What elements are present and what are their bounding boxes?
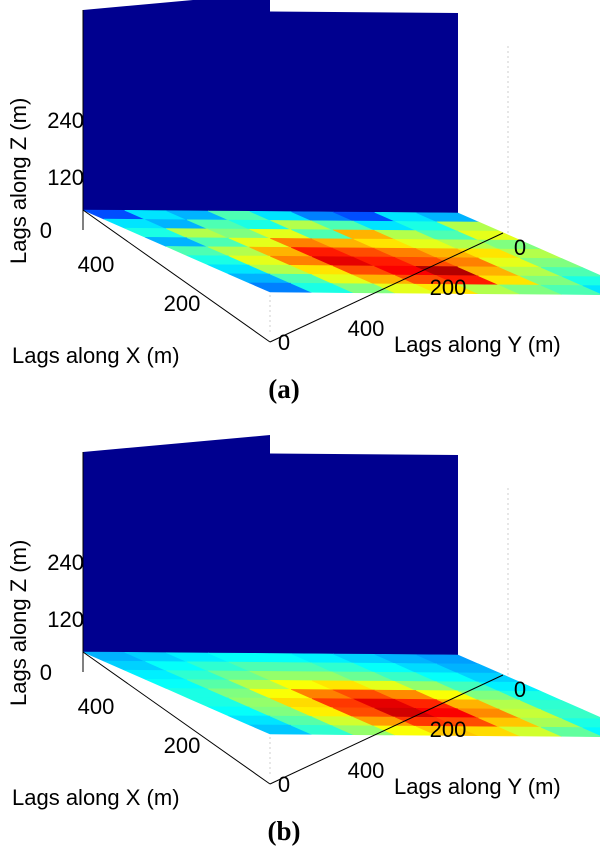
panel-a-y-tick-0: 0 [514, 235, 526, 260]
panel-b-x-axis-label: Lags along X (m) [12, 785, 180, 810]
back-wall [83, 435, 270, 655]
panel-b-floor-heatmap [82, 651, 600, 737]
panel-b: 0 120 240 0 200 400 0 200 400 Lags along… [6, 435, 600, 846]
panel-a-x-tick-1: 200 [164, 291, 201, 316]
y-axis-line [269, 232, 504, 343]
heatmap-cell [540, 267, 600, 278]
panel-a-x-tick-2: 400 [78, 252, 115, 277]
back-wall [83, 0, 270, 213]
panel-a-label: (a) [268, 374, 299, 404]
x-axis-line [82, 209, 271, 343]
heatmap-cell [582, 285, 600, 294]
panel-a-walls [83, 0, 458, 213]
panel-b-y-tick-1: 200 [430, 717, 467, 742]
panel-b-z-tick-0: 0 [40, 660, 52, 685]
panel-a-z-tick-0: 0 [40, 218, 52, 243]
panel-b-x-tick-1: 200 [164, 733, 201, 758]
y-axis-line [269, 674, 504, 785]
panel-b-y-tick-2: 400 [348, 758, 385, 783]
panel-a-x-axis-label: Lags along X (m) [12, 343, 180, 368]
panel-a: 0 120 240 0 200 400 0 200 400 Lags along… [6, 0, 600, 404]
panel-a-axes [82, 10, 504, 343]
panel-b-x-tick-2: 400 [78, 694, 115, 719]
panel-b-label: (b) [268, 816, 301, 846]
panel-b-z-tick-2: 240 [47, 550, 84, 575]
panel-a-floor-heatmap [82, 209, 600, 295]
panel-b-axes [82, 452, 504, 785]
panel-a-z-tick-2: 240 [47, 108, 84, 133]
panel-b-x-tick-0: 0 [278, 772, 290, 797]
panel-a-y-axis-label: Lags along Y (m) [394, 332, 561, 357]
panel-b-z-tick-1: 120 [47, 607, 84, 632]
panel-a-z-axis-label: Lags along Z (m) [6, 98, 31, 264]
panel-b-y-tick-0: 0 [514, 677, 526, 702]
heatmap-cell [540, 726, 600, 737]
x-axis-line [82, 651, 271, 785]
heatmap-cell [540, 709, 600, 720]
heatmap-cell [561, 276, 600, 287]
heatmap-cell [561, 718, 600, 729]
heatmap-cell [540, 284, 600, 295]
panel-b-y-axis-label: Lags along Y (m) [394, 774, 561, 799]
panel-a-y-tick-2: 400 [348, 316, 385, 341]
panel-a-x-tick-0: 0 [278, 330, 290, 355]
panel-a-y-tick-1: 200 [430, 275, 467, 300]
panel-b-z-axis-label: Lags along Z (m) [6, 540, 31, 706]
panel-b-walls [83, 435, 458, 655]
heatmap-cell [582, 727, 600, 736]
panel-a-z-tick-1: 120 [47, 165, 84, 190]
